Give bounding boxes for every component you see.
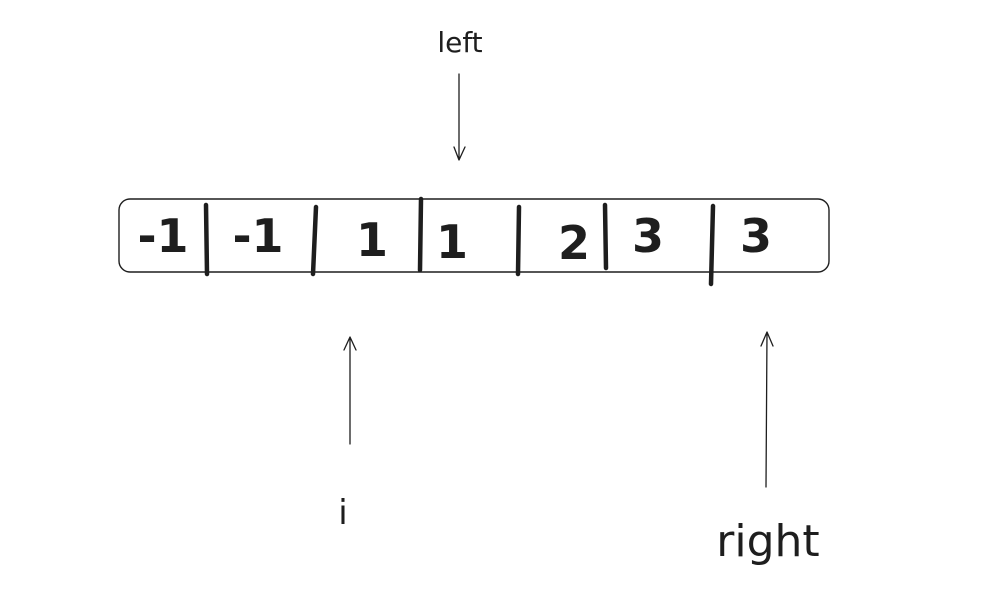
cell-divider: [515, 204, 522, 277]
array-container: [118, 198, 830, 273]
cell-divider: [310, 204, 319, 277]
cell-divider: [203, 202, 210, 277]
i-pointer-label: i: [338, 493, 347, 533]
cell-dividers: [203, 196, 716, 287]
cell-divider: [708, 203, 716, 287]
array-cell-value: -1: [137, 209, 188, 263]
i-pointer: i: [338, 336, 357, 533]
array-cell-value: 1: [436, 215, 468, 269]
right-pointer: right: [716, 331, 820, 567]
right-pointer-label: right: [716, 516, 819, 567]
down-arrow-icon: [453, 73, 466, 161]
left-pointer: left: [437, 26, 483, 161]
cell-divider: [417, 196, 424, 273]
array-cell-value: -1: [232, 209, 283, 263]
array-values: -1 -1 1 1 2 3 3: [137, 209, 772, 270]
array-cell-value: 2: [558, 216, 590, 270]
up-arrow-icon: [343, 336, 357, 445]
array-cell-value: 3: [740, 209, 772, 263]
array-cell-value: 3: [632, 209, 664, 263]
array-cell-value: 1: [356, 213, 388, 267]
left-pointer-label: left: [437, 26, 482, 59]
cell-divider: [602, 202, 609, 271]
up-arrow-icon: [760, 331, 774, 488]
